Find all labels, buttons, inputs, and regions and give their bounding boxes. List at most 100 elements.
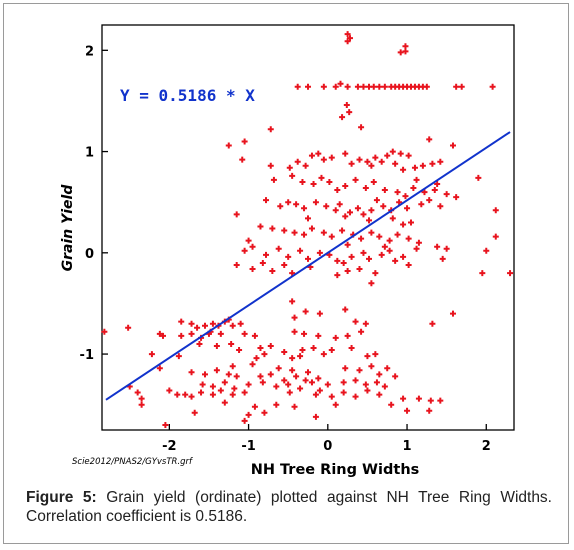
data-point <box>263 197 270 204</box>
data-point <box>453 83 460 90</box>
data-point <box>334 272 341 279</box>
data-point <box>237 320 244 327</box>
data-point <box>458 83 465 90</box>
data-point <box>299 178 306 185</box>
data-point <box>328 233 335 240</box>
data-point <box>273 383 280 390</box>
data-point <box>259 259 266 266</box>
data-point <box>415 395 422 402</box>
y-tick-label: -1 <box>80 348 94 363</box>
data-point <box>394 231 401 238</box>
data-point <box>449 142 456 149</box>
data-point <box>241 330 248 337</box>
data-point <box>178 318 185 325</box>
data-point <box>381 383 388 390</box>
data-point <box>492 207 499 214</box>
data-point <box>370 178 377 185</box>
data-point <box>299 347 306 354</box>
data-point <box>308 225 315 232</box>
data-point <box>320 156 327 163</box>
data-point <box>217 330 224 337</box>
data-point <box>267 126 274 133</box>
data-point <box>400 253 407 260</box>
data-point <box>241 247 248 254</box>
data-point <box>312 391 319 398</box>
data-point <box>373 379 380 386</box>
data-point <box>381 83 388 90</box>
data-point <box>489 83 496 90</box>
data-point <box>453 194 460 201</box>
data-point <box>339 227 346 234</box>
data-point <box>381 243 388 250</box>
data-point <box>316 310 323 317</box>
data-point <box>366 255 373 262</box>
data-point <box>162 421 169 428</box>
data-point <box>397 150 404 157</box>
data-point <box>392 373 399 380</box>
data-point <box>380 203 387 210</box>
data-point <box>289 270 296 277</box>
data-point <box>418 201 425 208</box>
data-point <box>297 247 304 254</box>
data-point <box>241 138 248 145</box>
data-point <box>360 249 367 256</box>
data-point <box>368 280 375 287</box>
data-point <box>196 340 203 347</box>
data-point <box>261 351 268 358</box>
data-point <box>402 43 409 50</box>
data-point <box>138 395 145 402</box>
data-point <box>443 245 450 252</box>
data-point <box>413 245 420 252</box>
data-point <box>342 306 349 313</box>
data-point <box>386 237 393 244</box>
data-point <box>400 166 407 173</box>
data-point <box>209 391 216 398</box>
data-point <box>324 381 331 388</box>
data-point <box>138 401 145 408</box>
data-point <box>354 83 361 90</box>
data-point <box>378 158 385 165</box>
data-point <box>315 332 322 339</box>
data-point <box>148 351 155 358</box>
data-point <box>372 270 379 277</box>
y-axis-label: Grain Yield <box>60 184 76 272</box>
x-axis: -2 -1 0 1 2 <box>162 424 491 454</box>
data-point <box>251 403 258 410</box>
data-point <box>239 156 246 163</box>
data-point <box>429 160 436 167</box>
data-point <box>392 257 399 264</box>
data-point <box>479 270 486 277</box>
data-point <box>315 150 322 157</box>
data-points <box>101 31 514 428</box>
data-point <box>346 109 353 116</box>
data-point <box>332 401 339 408</box>
data-point <box>269 225 276 232</box>
data-point <box>426 197 433 204</box>
data-point <box>297 385 304 392</box>
data-point <box>305 83 311 90</box>
data-point <box>389 148 396 155</box>
y-tick-label: 0 <box>85 247 94 262</box>
data-point <box>269 268 276 275</box>
data-point <box>434 243 441 250</box>
data-point <box>437 203 444 210</box>
data-point <box>340 379 347 386</box>
data-point <box>291 229 298 236</box>
data-point <box>202 322 208 329</box>
data-point <box>233 261 240 268</box>
data-point <box>360 83 367 90</box>
data-point <box>213 342 220 349</box>
data-point <box>437 158 444 165</box>
data-point <box>342 213 349 220</box>
data-point <box>368 162 375 169</box>
data-point <box>182 391 189 398</box>
x-tick-label: -2 <box>162 439 176 454</box>
caption-text: Grain yield (ordinate) plotted against N… <box>26 489 552 525</box>
data-point <box>221 379 228 386</box>
data-point <box>221 399 228 406</box>
data-point <box>245 411 252 418</box>
data-point <box>291 328 298 335</box>
data-point <box>267 342 274 349</box>
data-point <box>366 217 373 224</box>
data-point <box>368 207 375 214</box>
